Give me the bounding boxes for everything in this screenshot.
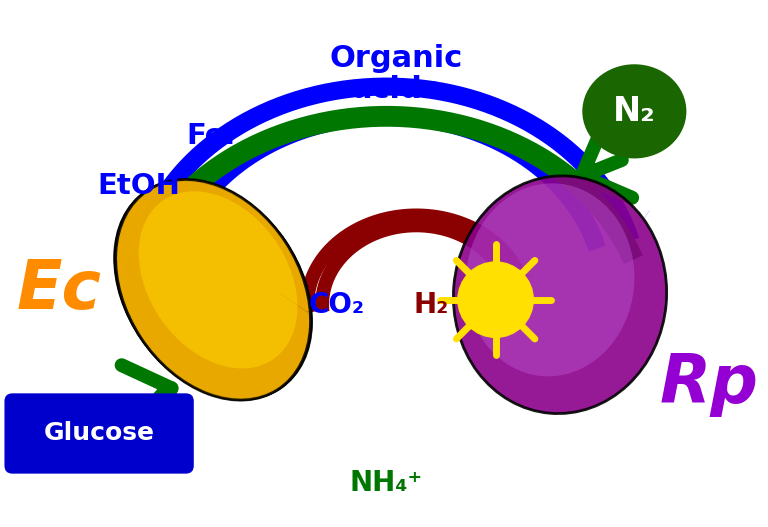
Text: CO₂: CO₂ xyxy=(309,290,365,319)
Ellipse shape xyxy=(453,176,667,414)
Ellipse shape xyxy=(465,183,634,376)
FancyBboxPatch shape xyxy=(5,393,194,474)
Text: Glucose: Glucose xyxy=(44,422,154,445)
Circle shape xyxy=(458,262,533,337)
Text: EtOH: EtOH xyxy=(98,172,180,200)
Ellipse shape xyxy=(114,181,313,398)
Text: Organic
acids: Organic acids xyxy=(329,44,463,104)
Text: Rp: Rp xyxy=(659,351,758,417)
Text: H₂: H₂ xyxy=(413,290,449,319)
Ellipse shape xyxy=(114,180,312,399)
Text: Ec: Ec xyxy=(17,257,102,323)
Text: N₂: N₂ xyxy=(613,95,656,128)
Ellipse shape xyxy=(582,64,687,159)
Text: NH₄⁺: NH₄⁺ xyxy=(350,469,423,497)
Ellipse shape xyxy=(139,191,297,368)
Ellipse shape xyxy=(115,180,311,399)
Text: For: For xyxy=(187,122,240,150)
